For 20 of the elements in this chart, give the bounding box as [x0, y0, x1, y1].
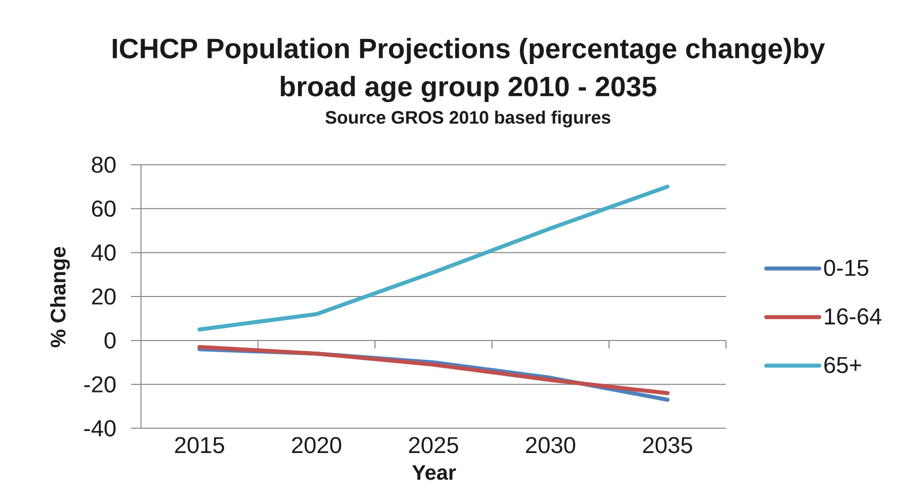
- x-tick-label: 2030: [526, 436, 576, 454]
- x-tick-label: 2020: [292, 436, 342, 454]
- legend-label: 65+: [824, 356, 862, 374]
- y-tick-label: -20: [84, 376, 116, 393]
- x-axis-title: Year: [412, 465, 456, 480]
- chart-title: ICHCP Population Projections (percentage change)by broad age group 2010 - 2035: [112, 38, 825, 102]
- y-tick-label: 0: [104, 332, 116, 349]
- x-tick-label: 2015: [175, 436, 224, 454]
- y-tick-label: 20: [92, 288, 116, 305]
- y-tick-label: -40: [84, 420, 116, 436]
- y-tick-label: 60: [92, 200, 116, 217]
- y-tick-label: 40: [91, 244, 116, 261]
- y-axis-title: % Change: [50, 247, 70, 348]
- y-tick-label: 80: [92, 156, 116, 173]
- chart-subtitle: Source GROS 2010 based figures: [325, 110, 610, 128]
- legend-label: 16-64: [824, 308, 882, 325]
- x-tick-label: 2025: [409, 436, 458, 454]
- legend-label: 0-15: [824, 260, 868, 276]
- x-tick-label: 2035: [643, 436, 692, 454]
- line-series: [198, 184, 670, 332]
